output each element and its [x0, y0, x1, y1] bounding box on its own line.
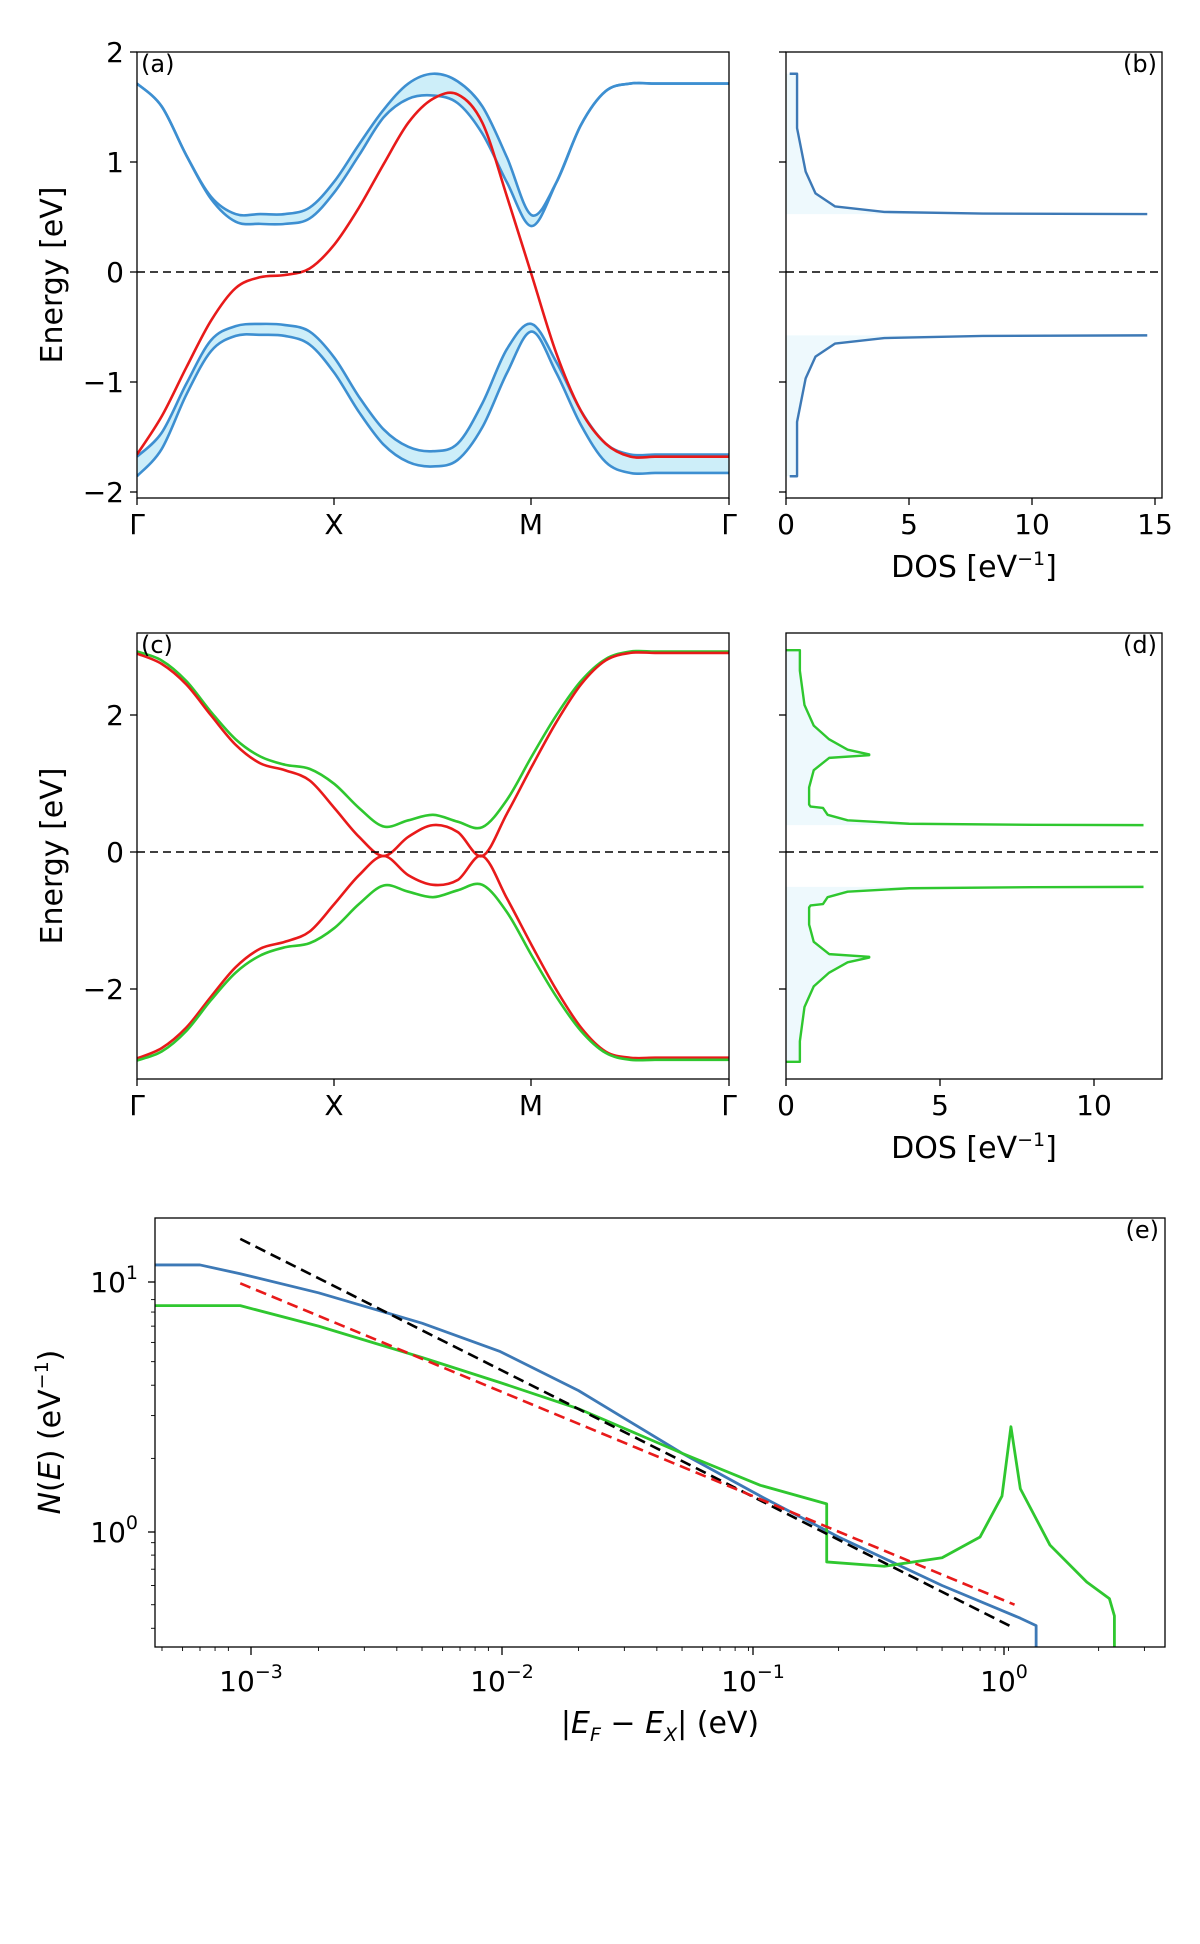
panel-e-frame [154, 1217, 1166, 1648]
panel-c-plot-area [137, 649, 729, 1062]
panel-b: 0 5 10 15 (b) DOS [eV−1] [777, 50, 1173, 585]
panel-a-ytick-label: −1 [83, 366, 124, 399]
panel-a-ytick-label: 2 [106, 36, 124, 69]
series-DOS-lower [786, 885, 1144, 1064]
dos-fill [786, 335, 1148, 477]
panel-c-label: (c) [141, 631, 173, 659]
panel-d: 0 5 10 (d) DOS [eV−1] [777, 631, 1163, 1166]
panel-a-xtick-x: X [324, 508, 343, 541]
panel-d-frame [785, 632, 1163, 1080]
series-DOS-valence [789, 334, 1148, 478]
dos-label-close: ] [1045, 1131, 1057, 1166]
panel-d-xtick-label: 0 [777, 1089, 795, 1122]
panel-a-ytick-label: 1 [106, 146, 124, 179]
dos-label-exponent: −1 [1017, 1129, 1045, 1151]
series-red-upper [137, 651, 729, 858]
series-red-lower [137, 854, 729, 1060]
series-valence-band-upper [137, 322, 729, 458]
panel-e-xtick-label: 10−1 [721, 1661, 785, 1698]
panel-d-xtick-label: 5 [931, 1089, 949, 1122]
series-green-upper [137, 649, 729, 830]
panel-d-xlabel: DOS [eV−1] [891, 1129, 1057, 1166]
panel-a-frame [136, 51, 730, 499]
panel-c-ytick-label: 2 [106, 699, 124, 732]
panel-e-xtick-label: 10−2 [470, 1661, 534, 1698]
panel-b-xtick-label: 10 [1014, 508, 1050, 541]
series-DOS-upper [786, 648, 1144, 827]
series-valence-band-lower [137, 330, 729, 478]
dos-fill [786, 886, 1144, 1062]
dos-label-close: ] [1045, 550, 1057, 585]
panel-e-ylabel: N(E) (eV−1) [31, 1350, 68, 1515]
panel-b-frame [785, 51, 1163, 499]
series-conduction-band-lower [137, 81, 729, 228]
panel-a-ylabel: Energy [eV] [35, 187, 70, 364]
panel-d-xtick-label: 10 [1076, 1089, 1112, 1122]
panel-b-xtick-label: 5 [900, 508, 918, 541]
panel-e-xlabel: |EF − EX| (eV) [561, 1706, 759, 1746]
series-red-band [137, 91, 729, 459]
panel-b-xlabel: DOS [eV−1] [891, 548, 1057, 585]
panel-e-ytick-label: 100 [90, 1512, 138, 1549]
panel-e-ytick-label: 101 [90, 1262, 138, 1299]
panel-a: 2 1 0 −1 −2 Γ X M Γ (a) Energy [eV] [35, 36, 737, 541]
panel-c-ytick-label: −2 [83, 973, 124, 1006]
series-red-fit [239, 1282, 1016, 1606]
panel-a-ytick-label: −2 [83, 476, 124, 509]
panel-c-ylabel: Energy [eV] [35, 768, 70, 945]
panel-e-xtick-label: 10−3 [219, 1661, 283, 1698]
panel-c-frame [136, 632, 730, 1080]
panel-e-minor-ticks [151, 1299, 1145, 1651]
panel-e-xtick-label: 100 [980, 1661, 1028, 1698]
panel-c-xtick-x: X [324, 1089, 343, 1122]
series-DOS-conduction [789, 72, 1148, 216]
panel-c-xtick-m: M [519, 1089, 543, 1122]
panel-c-ytick-label: 0 [106, 836, 124, 869]
panel-a-xtick-gamma-end: Γ [721, 508, 737, 541]
panel-b-xtick-label: 15 [1137, 508, 1173, 541]
band-fill [137, 323, 729, 477]
panel-a-xtick-gamma: Γ [129, 508, 145, 541]
panel-b-label: (b) [1123, 50, 1157, 78]
panel-a-label: (a) [141, 50, 174, 78]
panel-b-xtick-label: 0 [777, 508, 795, 541]
series-green-DOS [155, 1304, 1116, 1647]
panel-d-label: (d) [1123, 631, 1157, 659]
dos-fill [786, 650, 1144, 826]
panel-d-plot-area [786, 648, 1144, 1064]
panel-e: 10−3 10−2 10−1 100 101 100 (e) |EF − EX|… [31, 1216, 1166, 1746]
panel-a-plot-area [137, 72, 729, 478]
dos-label-exponent: −1 [1017, 548, 1045, 570]
panel-a-xtick-m: M [519, 508, 543, 541]
panel-c: 2 0 −2 Γ X M Γ (c) Energy [eV] [35, 631, 737, 1122]
series-green-lower [137, 882, 729, 1062]
series-blue-DOS [155, 1263, 1038, 1647]
panel-b-plot-area [786, 72, 1148, 478]
panel-c-xtick-gamma-end: Γ [721, 1089, 737, 1122]
panel-e-plot-area [155, 1237, 1116, 1647]
series-black-fit [239, 1237, 1016, 1630]
panel-a-ytick-label: 0 [106, 256, 124, 289]
dos-label-text: DOS [eV [891, 1131, 1017, 1166]
panel-c-xtick-gamma: Γ [129, 1089, 145, 1122]
panel-e-label: (e) [1126, 1216, 1160, 1244]
dos-fill [786, 73, 1148, 215]
dos-label-text: DOS [eV [891, 550, 1017, 585]
